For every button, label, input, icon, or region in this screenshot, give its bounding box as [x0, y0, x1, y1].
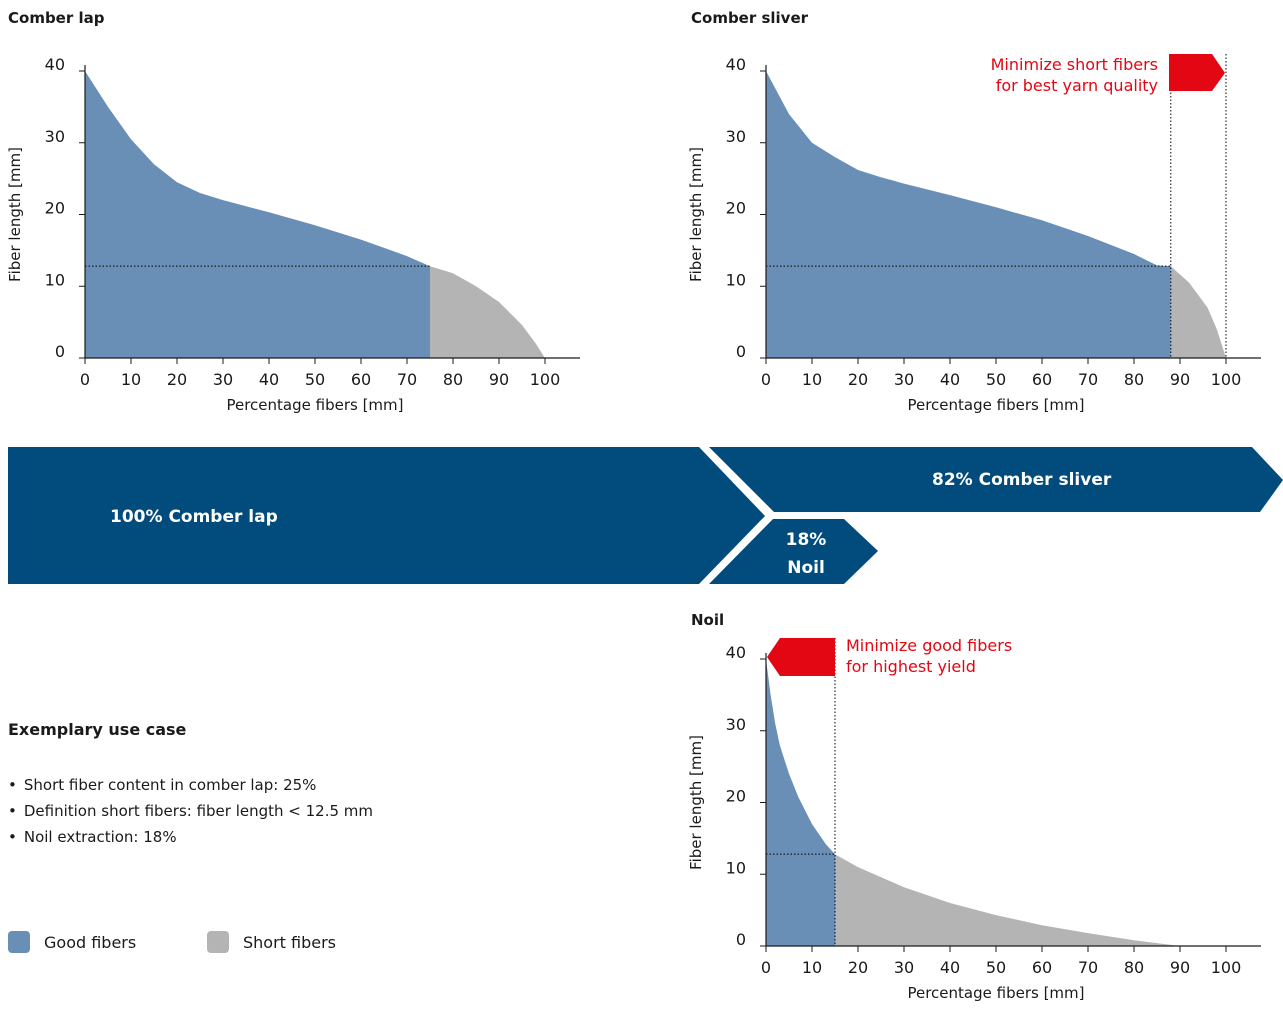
x-tick-label: 50: [986, 958, 1006, 977]
x-tick-label: 50: [986, 370, 1006, 389]
callout-noil-line2: for highest yield: [846, 657, 976, 676]
use-case-item: Definition short fibers: fiber length < …: [8, 798, 373, 824]
y-axis-label: Fiber length [mm]: [687, 147, 705, 282]
x-tick-label: 0: [80, 370, 90, 389]
x-tick-label: 50: [305, 370, 325, 389]
short-fibers-area: [1170, 266, 1226, 358]
chart-title-comber-lap: Comber lap: [8, 9, 105, 27]
x-tick-label: 10: [802, 958, 822, 977]
x-tick-label: 40: [940, 370, 960, 389]
y-axis-label: Fiber length [mm]: [687, 735, 705, 870]
y-tick-label: 40: [45, 55, 65, 74]
x-tick-label: 80: [1124, 958, 1144, 977]
x-tick-label: 100: [530, 370, 561, 389]
chart-title-comber-sliver: Comber sliver: [691, 9, 809, 27]
x-axis-label: Percentage fibers [mm]: [226, 396, 403, 414]
x-tick-label: 20: [848, 958, 868, 977]
y-tick-label: 20: [726, 787, 746, 806]
callout-sliver-line2: for best yarn quality: [995, 76, 1158, 95]
x-tick-label: 60: [351, 370, 371, 389]
y-tick-label: 40: [726, 643, 746, 662]
x-tick-label: 20: [167, 370, 187, 389]
x-tick-label: 70: [1078, 958, 1098, 977]
x-tick-label: 20: [848, 370, 868, 389]
y-tick-label: 0: [736, 342, 746, 361]
y-tick-label: 10: [45, 270, 65, 289]
x-tick-label: 60: [1032, 958, 1052, 977]
x-tick-label: 10: [802, 370, 822, 389]
flow-lap-band: [8, 447, 765, 584]
short-fibers-area: [835, 854, 1180, 946]
flow-sliver-label: 82% Comber sliver: [932, 470, 1112, 490]
y-tick-label: 0: [736, 930, 746, 949]
x-tick-label: 90: [1170, 370, 1190, 389]
y-tick-label: 40: [726, 55, 746, 74]
y-axis-label: Fiber length [mm]: [6, 147, 24, 282]
x-axis-label: Percentage fibers [mm]: [907, 984, 1084, 1002]
callout-noil: Minimize good fibers for highest yield: [846, 635, 1012, 677]
y-tick-label: 10: [726, 858, 746, 877]
y-tick-label: 30: [726, 127, 746, 146]
chart-title-noil: Noil: [691, 611, 725, 629]
x-axis-label: Percentage fibers [mm]: [907, 396, 1084, 414]
good-fibers-area: [766, 659, 835, 946]
legend-good: Good fibers: [8, 931, 136, 953]
x-tick-label: 100: [1211, 370, 1242, 389]
x-tick-label: 80: [443, 370, 463, 389]
noil-arrow-left-icon: [767, 638, 835, 676]
x-tick-label: 0: [761, 370, 771, 389]
x-tick-label: 90: [1170, 958, 1190, 977]
y-tick-label: 10: [726, 270, 746, 289]
x-tick-label: 90: [489, 370, 509, 389]
legend-short: Short fibers: [207, 931, 336, 953]
callout-sliver-line1: Minimize short fibers: [990, 55, 1158, 74]
x-tick-label: 30: [894, 958, 914, 977]
legend-short-label: Short fibers: [243, 932, 337, 952]
x-tick-label: 80: [1124, 370, 1144, 389]
use-case-item: Noil extraction: 18%: [8, 824, 373, 850]
legend-short-swatch: [207, 931, 229, 953]
use-case-title: Exemplary use case: [8, 720, 187, 739]
x-tick-label: 100: [1211, 958, 1242, 977]
use-case-list: Short fiber content in comber lap: 25% D…: [8, 772, 373, 850]
legend-good-label: Good fibers: [44, 932, 137, 952]
y-tick-label: 20: [45, 199, 65, 218]
callout-noil-line1: Minimize good fibers: [846, 636, 1013, 655]
y-tick-label: 30: [45, 127, 65, 146]
x-tick-label: 0: [761, 958, 771, 977]
sliver-arrow-right-icon: [1169, 54, 1225, 91]
y-tick-label: 0: [55, 342, 65, 361]
x-tick-label: 10: [121, 370, 141, 389]
flow-noil-percent: 18%: [785, 530, 827, 550]
callout-sliver: Minimize short fibers for best yarn qual…: [958, 54, 1158, 96]
good-fibers-area: [85, 71, 430, 358]
x-tick-label: 70: [397, 370, 417, 389]
y-tick-label: 30: [726, 715, 746, 734]
y-tick-label: 20: [726, 199, 746, 218]
good-fibers-area: [766, 71, 1171, 358]
x-tick-label: 70: [1078, 370, 1098, 389]
legend-good-swatch: [8, 931, 30, 953]
flow-noil-text: Noil: [787, 558, 825, 578]
flow-lap-label: 100% Comber lap: [110, 507, 278, 527]
short-fibers-area: [430, 266, 545, 358]
x-tick-label: 60: [1032, 370, 1052, 389]
x-tick-label: 30: [894, 370, 914, 389]
flow-noil-arrow: [709, 519, 878, 584]
x-tick-label: 40: [940, 958, 960, 977]
x-tick-label: 30: [213, 370, 233, 389]
flow-sliver-arrow: [709, 447, 1283, 512]
flow-noil-label: 18% Noil: [784, 526, 828, 582]
x-tick-label: 40: [259, 370, 279, 389]
use-case-item: Short fiber content in comber lap: 25%: [8, 772, 373, 798]
